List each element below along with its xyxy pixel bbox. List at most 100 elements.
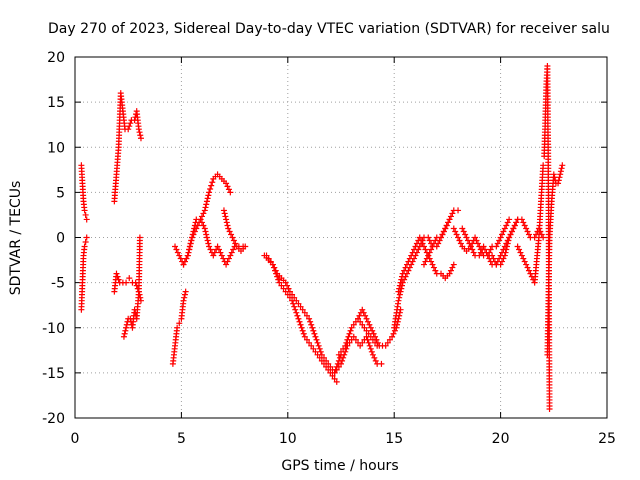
data-point — [378, 360, 385, 367]
data-point — [198, 213, 205, 220]
data-point — [449, 210, 456, 217]
data-point — [342, 342, 349, 349]
data-point — [297, 303, 304, 310]
series-seg-b3 — [120, 234, 143, 340]
data-point — [426, 237, 433, 244]
data-point — [82, 239, 89, 246]
data-point — [215, 246, 222, 253]
data-point — [550, 171, 557, 178]
data-point — [369, 327, 376, 334]
data-point — [135, 126, 142, 133]
data-point — [555, 177, 562, 184]
data-point — [189, 231, 196, 238]
data-point — [296, 318, 303, 325]
data-point — [182, 288, 189, 295]
data-point — [456, 237, 463, 244]
data-point — [303, 312, 310, 319]
data-point — [540, 162, 547, 169]
data-point — [438, 234, 445, 241]
data-point — [301, 333, 308, 340]
data-point — [272, 267, 279, 274]
data-point — [312, 333, 319, 340]
data-point — [452, 228, 459, 235]
series-seg-b1 — [111, 90, 144, 205]
data-point — [339, 357, 346, 364]
data-point — [423, 255, 430, 262]
data-point — [274, 273, 281, 280]
data-point — [205, 240, 212, 247]
data-point — [265, 255, 272, 262]
data-point — [81, 243, 88, 250]
data-point — [546, 405, 553, 412]
data-point — [190, 228, 197, 235]
data-point — [413, 240, 420, 247]
data-point — [513, 219, 520, 226]
data-point — [364, 318, 371, 325]
data-point — [374, 339, 381, 346]
data-point — [440, 228, 447, 235]
series-seg-d2 — [263, 252, 340, 385]
data-point — [558, 165, 565, 172]
data-point — [218, 252, 225, 259]
data-point — [224, 258, 231, 265]
data-point — [481, 246, 488, 253]
data-point — [503, 243, 510, 250]
data-point — [557, 171, 564, 178]
data-point — [181, 258, 188, 265]
data-point — [355, 315, 362, 322]
data-point — [369, 351, 376, 358]
data-point — [228, 231, 235, 238]
data-point — [502, 249, 509, 256]
data-point — [225, 255, 232, 262]
data-point — [477, 249, 484, 256]
y-axis-label: SDTVAR / TECUs — [8, 181, 24, 296]
data-point — [329, 372, 336, 379]
data-point — [291, 303, 298, 310]
data-point — [459, 225, 466, 232]
data-point — [504, 240, 511, 247]
data-point — [368, 348, 375, 355]
data-point — [186, 246, 193, 253]
data-point — [192, 219, 199, 226]
data-point — [450, 225, 457, 232]
series-seg-g1 — [541, 63, 553, 412]
data-point — [497, 234, 504, 241]
y-tick-label: -15 — [42, 366, 65, 382]
data-point — [284, 282, 291, 289]
data-point — [430, 264, 437, 271]
data-point — [428, 246, 435, 253]
data-point — [520, 219, 527, 226]
data-point — [396, 291, 403, 298]
data-point — [510, 225, 517, 232]
data-point — [418, 237, 425, 244]
data-point — [335, 363, 342, 370]
data-point — [115, 276, 122, 283]
data-point — [333, 366, 340, 373]
data-point — [500, 255, 507, 262]
data-point — [206, 243, 213, 250]
data-point — [226, 228, 233, 235]
data-point — [275, 276, 282, 283]
data-point — [516, 246, 523, 253]
data-point — [395, 288, 402, 295]
data-point — [113, 270, 120, 277]
data-point — [200, 210, 207, 217]
data-point — [202, 228, 209, 235]
data-point — [346, 330, 353, 337]
data-point — [347, 327, 354, 334]
data-point — [312, 348, 319, 355]
data-point — [278, 282, 285, 289]
data-point — [120, 333, 127, 340]
data-point — [494, 240, 501, 247]
data-point — [362, 312, 369, 319]
data-point — [331, 369, 338, 376]
data-point — [445, 219, 452, 226]
data-point — [518, 216, 525, 223]
data-point — [463, 234, 470, 241]
data-point — [340, 345, 347, 352]
data-point — [320, 360, 327, 367]
data-points — [78, 63, 566, 412]
data-point — [227, 189, 234, 196]
data-point — [125, 126, 132, 133]
